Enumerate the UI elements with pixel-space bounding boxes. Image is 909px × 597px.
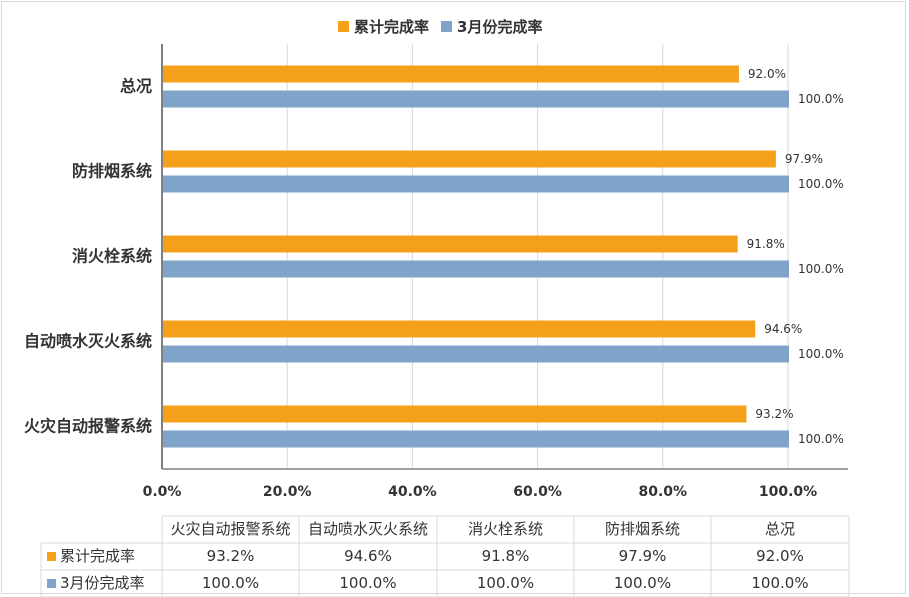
table-cell: 93.2% <box>207 547 255 565</box>
data-label: 100.0% <box>798 432 844 446</box>
x-tick-label: 20.0% <box>263 484 312 500</box>
x-tick-label: 100.0% <box>759 484 817 500</box>
table-cell: 97.9% <box>619 547 667 565</box>
table-header-cell: 自动喷水灭火系统 <box>308 520 428 538</box>
table-header-cell: 消火栓系统 <box>468 520 543 538</box>
bars <box>163 65 789 448</box>
bar-1-4 <box>163 90 789 108</box>
table-legend-swatch <box>47 579 56 588</box>
legend-swatch-1 <box>441 21 453 32</box>
x-tick-label: 40.0% <box>388 484 437 500</box>
legend-label: 3月份完成率 <box>457 18 542 36</box>
x-tick-labels: 0.0% 20.0% 40.0% 60.0% 80.0% 100.0% <box>143 484 818 500</box>
data-label: 100.0% <box>798 177 844 191</box>
table-cell: 92.0% <box>756 547 804 565</box>
x-tick-label: 80.0% <box>639 484 688 500</box>
table-row-label: 累计完成率 <box>60 547 135 565</box>
data-label: 97.9% <box>785 152 823 166</box>
table-cell: 100.0% <box>202 574 259 592</box>
table-cell: 100.0% <box>339 574 396 592</box>
category-label: 防排烟系统 <box>72 162 152 181</box>
data-label: 93.2% <box>755 407 793 421</box>
table-cell: 100.0% <box>614 574 671 592</box>
table-header-cell: 防排烟系统 <box>605 520 680 538</box>
bar-0-3 <box>163 150 776 168</box>
data-label: 92.0% <box>748 67 786 81</box>
data-labels: 93.2% 100.0% 94.6% 100.0% 91.8% 100.0% 97.9% 10… <box>747 67 844 446</box>
table-cell: 94.6% <box>344 547 392 565</box>
legend-swatch-0 <box>338 21 349 32</box>
data-label: 100.0% <box>798 262 844 276</box>
x-tick-label: 0.0% <box>143 484 182 500</box>
data-label: 100.0% <box>798 347 844 361</box>
category-label: 自动喷水灭火系统 <box>24 332 152 351</box>
data-label: 91.8% <box>747 237 785 251</box>
bar-1-0 <box>163 430 789 448</box>
table-cell: 100.0% <box>477 574 534 592</box>
table-cell: 91.8% <box>482 547 530 565</box>
x-tick-label: 60.0% <box>513 484 562 500</box>
table-cell: 100.0% <box>751 574 808 592</box>
category-label: 消火栓系统 <box>72 247 152 266</box>
category-label: 总况 <box>120 77 152 96</box>
bar-1-2 <box>163 260 789 278</box>
legend-label: 累计完成率 <box>354 18 429 36</box>
table-legend-swatch <box>47 552 56 561</box>
gridlines <box>161 44 848 470</box>
table-header-cell: 火灾自动报警系统 <box>170 520 290 538</box>
bar-0-0 <box>163 405 747 423</box>
bar-0-4 <box>163 65 739 83</box>
table-header-cell: 总况 <box>765 520 795 538</box>
legend: 累计完成率 3月份完成率 <box>338 18 542 36</box>
bar-1-3 <box>163 175 789 193</box>
category-label: 火灾自动报警系统 <box>24 417 152 436</box>
table-row-label: 3月份完成率 <box>60 574 145 592</box>
bar-1-1 <box>163 345 789 363</box>
bar-0-2 <box>163 235 738 253</box>
bar-0-1 <box>163 320 756 338</box>
data-label: 94.6% <box>764 322 802 336</box>
data-label: 100.0% <box>798 92 844 106</box>
